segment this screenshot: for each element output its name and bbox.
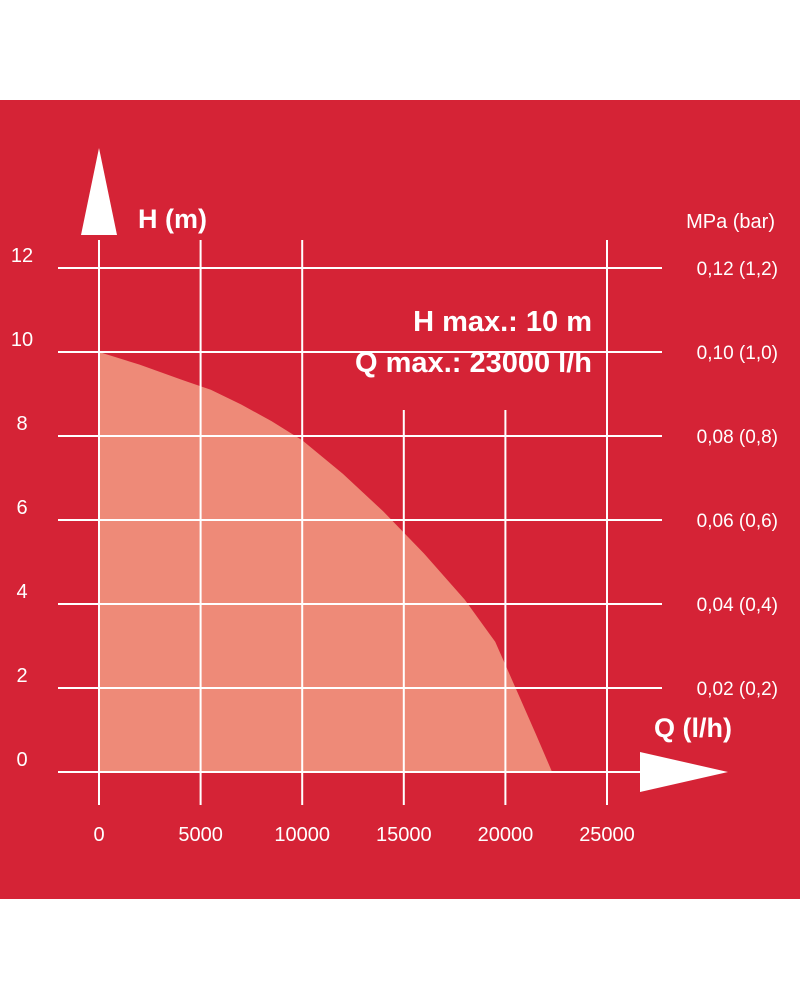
y-axis-label: H (m) — [138, 204, 207, 234]
y2-tick-labels: 0,02 (0,2) 0,04 (0,4) 0,06 (0,6) 0,08 (0,8)… — [697, 259, 778, 700]
y-tick-label: 4 — [16, 581, 27, 603]
x-tick-label: 25000 — [579, 824, 635, 846]
annotation-q-max: Q max.: 23000 l/h — [355, 347, 592, 379]
y2-tick-label: 0,04 (0,4) — [697, 595, 778, 616]
y-tick-labels: 0 2 4 6 8 10 12 — [11, 245, 33, 771]
y-tick-label: 6 — [16, 497, 27, 519]
grid — [58, 240, 662, 805]
y-tick-label: 0 — [16, 749, 27, 771]
annotation-h-max: H max.: 10 m — [413, 306, 592, 338]
y-tick-label: 2 — [16, 665, 27, 687]
y-tick-label: 12 — [11, 245, 33, 267]
y2-axis-label: MPa (bar) — [686, 211, 775, 233]
y2-tick-label: 0,10 (1,0) — [697, 343, 778, 364]
y2-tick-label: 0,12 (1,2) — [697, 259, 778, 280]
x-axis-label: Q (l/h) — [654, 713, 732, 743]
x-tick-label: 15000 — [376, 824, 432, 846]
y2-tick-label: 0,02 (0,2) — [697, 679, 778, 700]
y-tick-label: 8 — [16, 413, 27, 435]
x-tick-labels: 0 5000 10000 15000 20000 25000 — [93, 824, 634, 846]
x-tick-label: 10000 — [274, 824, 330, 846]
y2-tick-label: 0,06 (0,6) — [697, 511, 778, 532]
x-tick-label: 5000 — [178, 824, 223, 846]
performance-area — [99, 352, 553, 772]
y2-tick-label: 0,08 (0,8) — [697, 427, 778, 448]
x-tick-label: 20000 — [478, 824, 534, 846]
x-tick-label: 0 — [93, 824, 104, 846]
y-tick-label: 10 — [11, 329, 33, 351]
x-axis-arrow — [640, 752, 728, 792]
y-axis-arrow — [81, 148, 117, 235]
